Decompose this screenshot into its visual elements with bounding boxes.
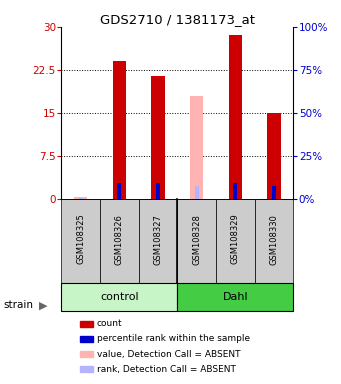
Text: GSM108327: GSM108327	[153, 214, 163, 265]
Bar	[228, 35, 242, 199]
Text: count: count	[97, 319, 122, 328]
Bar	[80, 321, 93, 326]
Bar	[139, 199, 177, 283]
Text: value, Detection Call = ABSENT: value, Detection Call = ABSENT	[97, 349, 240, 359]
Text: GSM108326: GSM108326	[115, 214, 124, 265]
Title: GDS2710 / 1381173_at: GDS2710 / 1381173_at	[100, 13, 255, 26]
Text: GSM108329: GSM108329	[231, 214, 240, 265]
Text: GSM108325: GSM108325	[76, 214, 85, 265]
Bar	[255, 199, 293, 283]
Bar	[61, 199, 100, 283]
Text: rank, Detection Call = ABSENT: rank, Detection Call = ABSENT	[97, 365, 236, 374]
Bar	[74, 197, 87, 199]
Text: GSM108330: GSM108330	[269, 214, 279, 265]
Bar	[177, 283, 293, 311]
Bar	[216, 199, 255, 283]
Bar	[80, 336, 93, 342]
Text: Dahl: Dahl	[222, 292, 248, 302]
Bar	[80, 366, 93, 372]
Text: GSM108328: GSM108328	[192, 214, 201, 265]
Bar	[117, 183, 121, 199]
Bar	[113, 61, 126, 199]
Bar	[190, 96, 203, 199]
Text: percentile rank within the sample: percentile rank within the sample	[97, 334, 250, 343]
Bar	[195, 186, 198, 199]
Bar	[177, 199, 216, 283]
Bar	[61, 283, 177, 311]
Bar	[233, 183, 237, 199]
Bar	[272, 186, 276, 199]
Bar	[156, 183, 160, 199]
Text: control: control	[100, 292, 139, 302]
Bar	[151, 76, 165, 199]
Bar	[79, 198, 83, 199]
Text: ▶: ▶	[39, 300, 48, 310]
Bar	[267, 113, 281, 199]
Text: strain: strain	[3, 300, 33, 310]
Bar	[80, 351, 93, 357]
Bar	[100, 199, 139, 283]
